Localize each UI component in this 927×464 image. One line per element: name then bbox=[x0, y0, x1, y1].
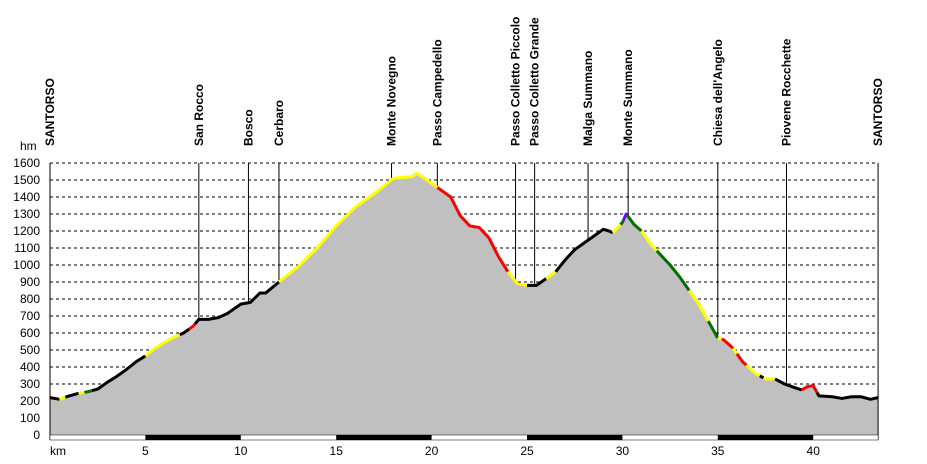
profile-segment bbox=[84, 389, 93, 394]
y-tick-label: 900 bbox=[20, 275, 40, 289]
x-tick-label: 5 bbox=[142, 444, 149, 458]
y-tick-label: 1500 bbox=[13, 173, 40, 187]
profile-segment bbox=[179, 327, 191, 337]
profile-segment bbox=[144, 333, 181, 358]
profile-segment bbox=[49, 396, 60, 401]
profile-segment bbox=[687, 289, 710, 322]
profile-segment bbox=[506, 270, 528, 287]
profile-segment bbox=[611, 223, 622, 234]
waypoint-label: SANTORSO bbox=[43, 78, 57, 146]
y-tick-label: 400 bbox=[20, 360, 40, 374]
x-tick-label: 20 bbox=[425, 444, 439, 458]
waypoint-label: Malga Summano bbox=[581, 51, 595, 146]
profile-segment bbox=[762, 376, 776, 381]
y-tick-label: 1400 bbox=[13, 190, 40, 204]
profile-segment bbox=[278, 171, 439, 284]
waypoint-label: Chiesa dell'Angelo bbox=[711, 39, 725, 146]
profile-segment bbox=[188, 322, 197, 331]
axes: 0 100 200 300 400 500 600 700 800 900 1000 1100 1200… bbox=[13, 156, 879, 458]
waypoint-label: Passo Colletto Grande bbox=[528, 17, 542, 146]
km-scale-band bbox=[717, 435, 814, 440]
y-axis-label: hm bbox=[20, 139, 37, 153]
profile-segment bbox=[527, 277, 547, 287]
profile-segment bbox=[545, 270, 557, 280]
x-axis-label: km bbox=[50, 444, 66, 458]
profile-segment bbox=[745, 364, 761, 378]
y-tick-label: 700 bbox=[20, 309, 40, 323]
profile-segment bbox=[91, 354, 147, 393]
profile-segment bbox=[717, 336, 723, 341]
x-tick-label: 30 bbox=[616, 444, 630, 458]
y-tick-label: 500 bbox=[20, 343, 40, 357]
profile-segment bbox=[64, 391, 80, 399]
x-tick-label: 15 bbox=[330, 444, 344, 458]
waypoint-label: Passo Colletto Piccolo bbox=[509, 17, 523, 146]
profile-segment bbox=[59, 395, 66, 401]
x-tick-label: 25 bbox=[520, 444, 534, 458]
y-tick-label: 300 bbox=[20, 377, 40, 391]
waypoint-lines bbox=[198, 163, 787, 385]
profile-segment bbox=[735, 352, 748, 367]
y-tick-label: 600 bbox=[20, 326, 40, 340]
profile-segment bbox=[193, 280, 280, 325]
y-tick-label: 200 bbox=[20, 394, 40, 408]
profile-segment bbox=[721, 337, 735, 350]
y-tick-label: 1100 bbox=[14, 241, 40, 255]
waypoint-label: Piovene Rocchette bbox=[779, 38, 793, 146]
km-scale-band bbox=[527, 435, 623, 440]
y-tick-label: 1200 bbox=[13, 224, 40, 238]
y-tick-label: 800 bbox=[20, 292, 40, 306]
profile-segment bbox=[436, 186, 510, 273]
waypoint-label: SANTORSO bbox=[871, 78, 885, 146]
profile-segment bbox=[554, 227, 614, 273]
profile-segment bbox=[759, 374, 765, 380]
profile-segment bbox=[815, 391, 879, 401]
profile-segment bbox=[774, 377, 803, 392]
y-tick-label: 1000 bbox=[13, 258, 40, 272]
profile-area bbox=[50, 173, 879, 435]
waypoint-label: Bosco bbox=[241, 109, 255, 146]
profile-segment bbox=[640, 230, 658, 252]
waypoint-labels: SANTORSO San Rocco Bosco Cerbaro Monte Noveg… bbox=[43, 17, 885, 146]
waypoint-label: Passo Campedello bbox=[430, 39, 444, 146]
x-tick-label: 40 bbox=[807, 444, 821, 458]
y-tick-label: 100 bbox=[20, 411, 40, 425]
profile-segment bbox=[731, 347, 739, 355]
y-tick-label: 0 bbox=[33, 428, 40, 442]
waypoint-label: Monte Novegno bbox=[385, 56, 399, 146]
profile-segment bbox=[621, 212, 629, 221]
profile-segment bbox=[625, 214, 643, 233]
km-scale-band bbox=[336, 435, 432, 440]
profile-segment bbox=[78, 390, 85, 395]
y-tick-label: 1300 bbox=[13, 207, 40, 221]
waypoint-label: San Rocco bbox=[192, 84, 206, 146]
km-scale-bar bbox=[49, 434, 879, 441]
km-scale-band bbox=[145, 435, 241, 440]
profile-segment bbox=[706, 320, 720, 339]
profile-segment bbox=[619, 219, 625, 226]
profile-segment bbox=[800, 384, 819, 394]
profile-segment bbox=[655, 249, 691, 292]
waypoint-label: Cerbaro bbox=[272, 100, 286, 146]
x-tick-label: 10 bbox=[234, 444, 248, 458]
y-tick-label: 1600 bbox=[13, 156, 40, 170]
x-tick-label: 35 bbox=[711, 444, 725, 458]
waypoint-label: Monte Summano bbox=[621, 49, 635, 146]
profile-line-segments bbox=[49, 171, 879, 401]
